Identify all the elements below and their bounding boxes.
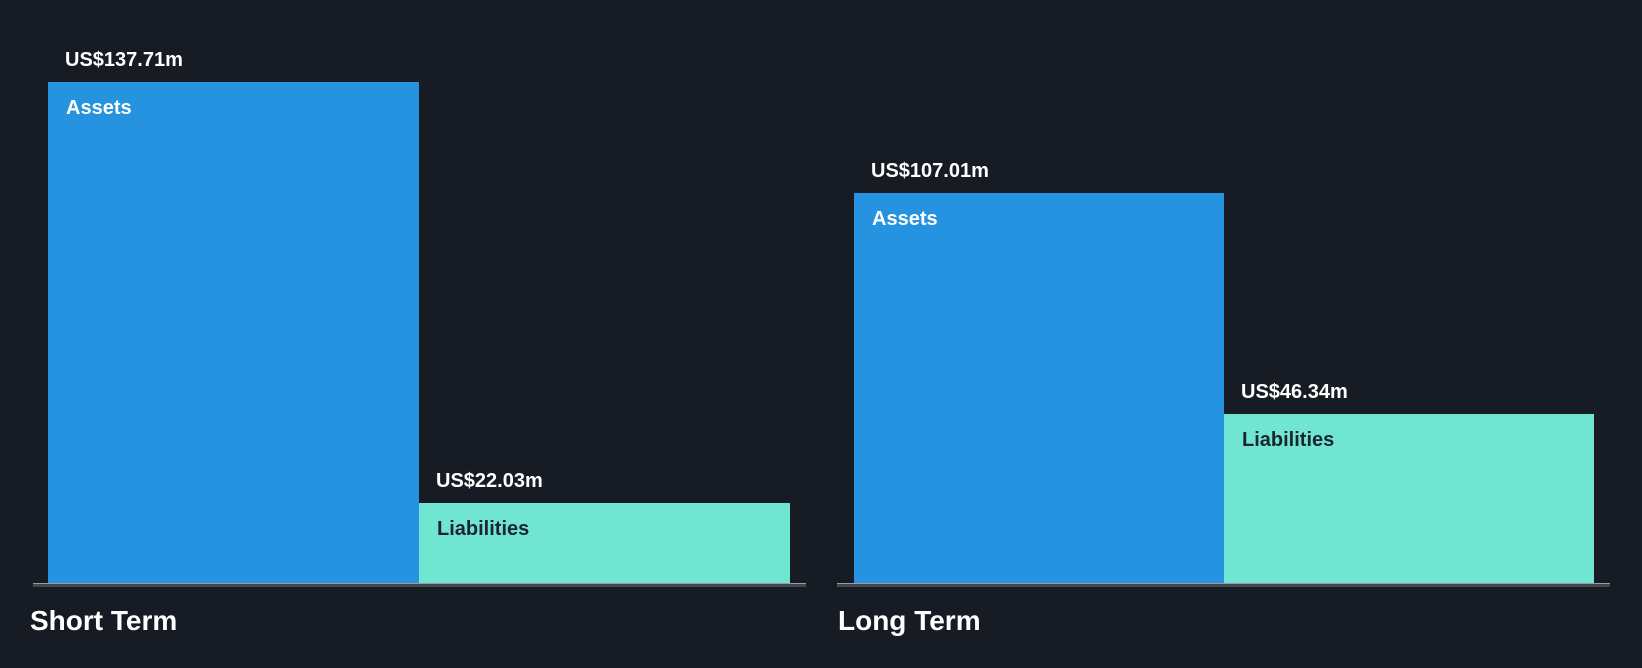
long-term-axis-line (837, 583, 1610, 587)
long-term-assets-label: Assets (872, 208, 938, 230)
short-term-liabilities-bar[interactable]: US$22.03m Liabilities (419, 470, 790, 583)
long-term-assets-bar[interactable]: US$107.01m Assets (854, 160, 1224, 583)
short-term-assets-value: US$137.71m (65, 49, 183, 71)
short-term-axis-line (33, 583, 806, 587)
short-term-assets-bar[interactable]: US$137.71m Assets (48, 49, 419, 583)
long-term-category-label: Long Term (838, 605, 981, 636)
long-term-assets-value: US$107.01m (871, 160, 989, 182)
long-term-liabilities-bar[interactable]: US$46.34m Liabilities (1224, 381, 1594, 583)
long-term-liabilities-label: Liabilities (1242, 429, 1335, 451)
short-term-assets-label: Assets (66, 97, 132, 119)
short-term-liabilities-label: Liabilities (437, 518, 530, 540)
short-term-category-label: Short Term (30, 605, 178, 636)
short-term-liabilities-value: US$22.03m (436, 470, 543, 492)
long-term-liabilities-value: US$46.34m (1241, 381, 1348, 403)
